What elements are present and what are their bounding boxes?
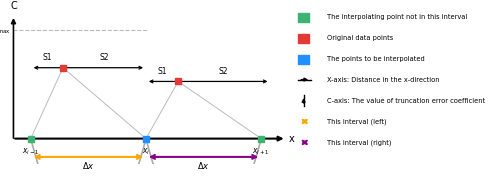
Text: S2: S2 (100, 53, 109, 62)
Text: This interval (right): This interval (right) (327, 139, 391, 146)
Text: This interval (left): This interval (left) (327, 118, 386, 125)
Text: $x_{i-1}$: $x_{i-1}$ (22, 147, 40, 157)
Bar (298, 34, 309, 43)
Text: $\Delta x$: $\Delta x$ (82, 160, 94, 171)
Text: $\Delta x$: $\Delta x$ (197, 160, 210, 171)
Text: The points to be interpolated: The points to be interpolated (327, 56, 424, 62)
Bar (298, 13, 309, 22)
Bar (298, 55, 309, 64)
Text: C: C (10, 1, 17, 11)
Text: X-axis: Distance in the x-direction: X-axis: Distance in the x-direction (327, 77, 440, 83)
Text: $C_{\max}$: $C_{\max}$ (0, 24, 11, 36)
Text: S1: S1 (158, 67, 167, 76)
Text: C-axis: The value of truncation error coefficient: C-axis: The value of truncation error co… (327, 98, 485, 104)
Text: Original data points: Original data points (327, 35, 393, 41)
Text: $x_{i+1}$: $x_{i+1}$ (252, 147, 270, 157)
Text: The interpolating point not in this interval: The interpolating point not in this inte… (327, 14, 467, 20)
Text: S1: S1 (42, 53, 51, 62)
Text: S2: S2 (218, 67, 228, 76)
Text: $x_i$: $x_i$ (142, 147, 150, 157)
Text: x: x (289, 134, 294, 144)
